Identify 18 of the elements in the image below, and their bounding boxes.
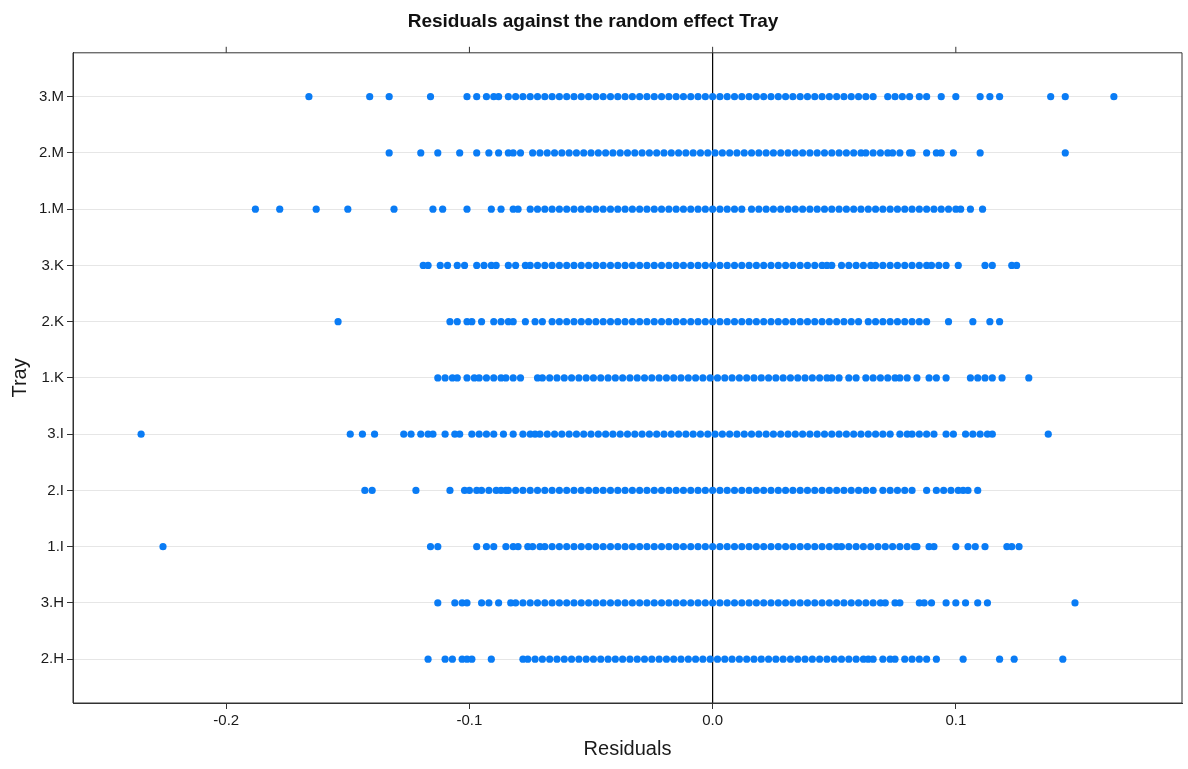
x-tick-label: 0.0	[702, 711, 724, 729]
y-tick-label: 1.I	[47, 536, 64, 554]
x-tick-label: 0.1	[945, 711, 967, 729]
y-tick-label: 3.K	[41, 255, 64, 273]
y-tick-label: 3.I	[47, 424, 64, 442]
y-tick-label: 1.M	[38, 199, 64, 217]
y-tick-label: 2.H	[40, 649, 64, 667]
y-tick-label: 2.K	[41, 311, 64, 329]
y-tick-label: 3.M	[38, 86, 64, 104]
x-axis-title: Residuals	[583, 736, 672, 759]
y-tick-label: 1.K	[41, 368, 64, 386]
y-tick-label: 2.M	[38, 143, 64, 161]
y-tick-label: 3.H	[40, 593, 64, 611]
y-tick-label: 2.I	[47, 480, 64, 498]
x-tick-label: -0.2	[213, 711, 240, 729]
chart-title: Residuals against the random effect Tray	[407, 9, 779, 31]
y-axis-title: Tray	[7, 358, 30, 398]
x-tick-label: -0.1	[456, 711, 483, 729]
